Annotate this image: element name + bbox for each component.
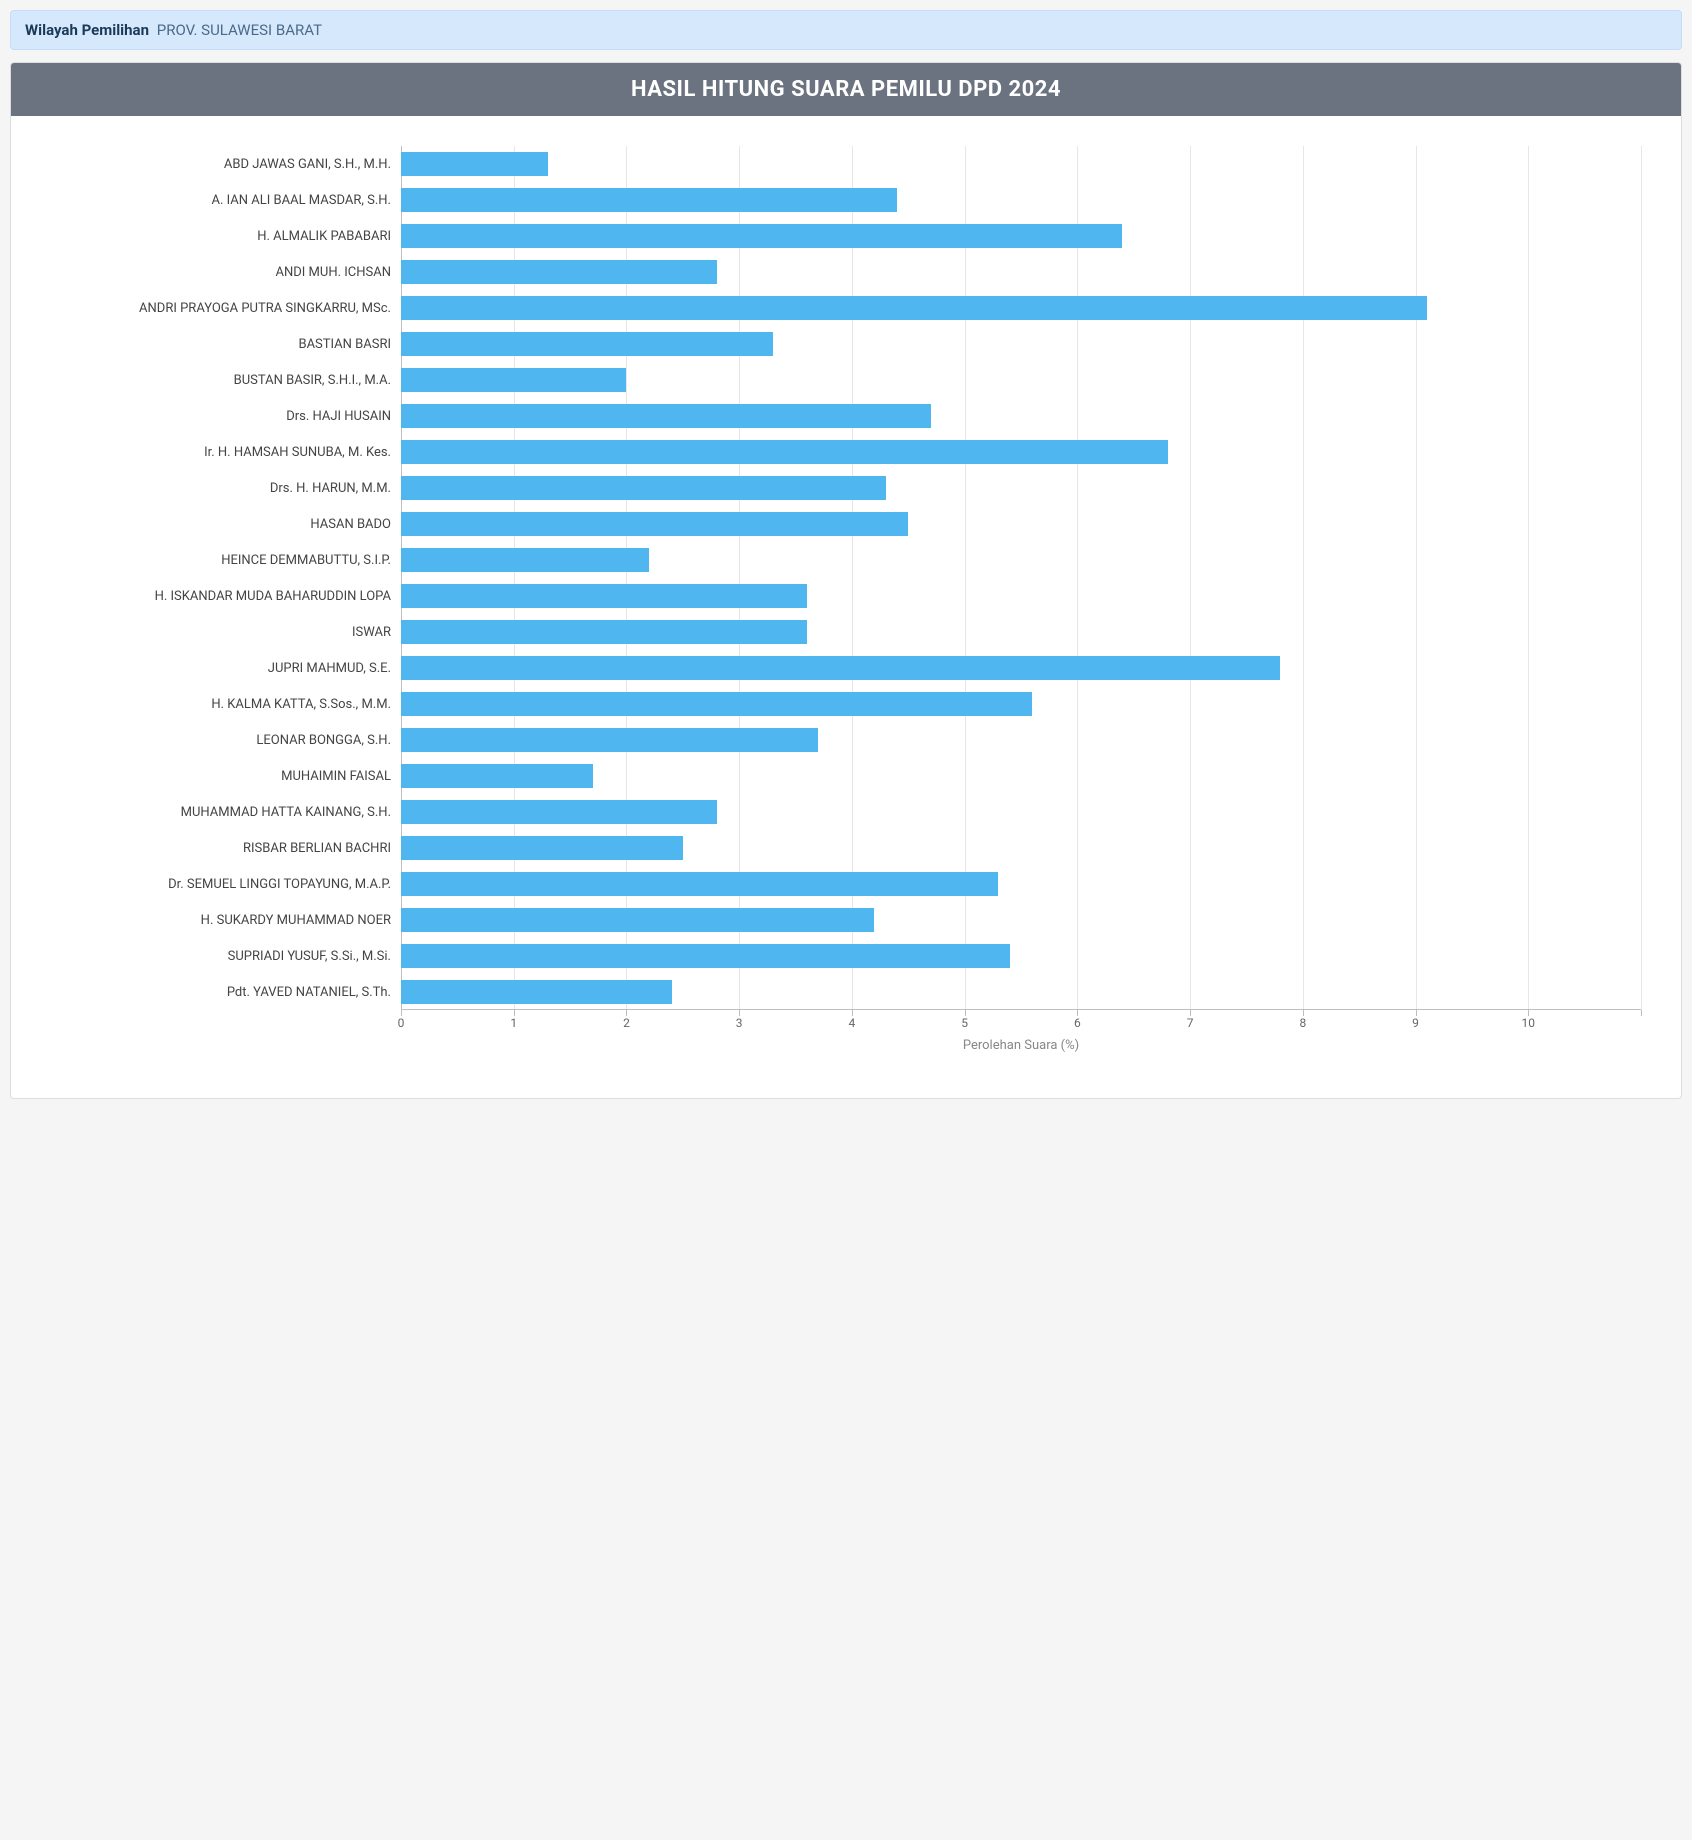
bar xyxy=(401,224,1122,248)
bar xyxy=(401,872,998,896)
region-label: Wilayah Pemilihan xyxy=(25,21,149,39)
bar xyxy=(401,188,897,212)
bar xyxy=(401,476,886,500)
bar xyxy=(401,512,908,536)
bar-row xyxy=(401,470,1641,506)
x-tick-label: 4 xyxy=(849,1016,856,1030)
candidate-label: A. IAN ALI BAAL MASDAR, S.H. xyxy=(31,182,401,218)
bar xyxy=(401,260,717,284)
bar-row xyxy=(401,650,1641,686)
bar xyxy=(401,980,672,1004)
candidate-label: Pdt. YAVED NATANIEL, S.Th. xyxy=(31,974,401,1010)
bar-row xyxy=(401,902,1641,938)
bar-chart: ABD JAWAS GANI, S.H., M.H.A. IAN ALI BAA… xyxy=(31,146,1641,1010)
bar xyxy=(401,296,1427,320)
bar-row xyxy=(401,938,1641,974)
bar-row xyxy=(401,434,1641,470)
candidate-label: H. KALMA KATTA, S.Sos., M.M. xyxy=(31,686,401,722)
bar-row xyxy=(401,614,1641,650)
x-tick-mark xyxy=(1641,1010,1642,1016)
bar-row xyxy=(401,146,1641,182)
bar xyxy=(401,620,807,644)
x-tick-label: 10 xyxy=(1522,1016,1536,1030)
results-panel: HASIL HITUNG SUARA PEMILU DPD 2024 ABD J… xyxy=(10,62,1682,1099)
bar-row xyxy=(401,362,1641,398)
candidate-label: HEINCE DEMMABUTTU, S.I.P. xyxy=(31,542,401,578)
candidate-label: BUSTAN BASIR, S.H.I., M.A. xyxy=(31,362,401,398)
grid-line xyxy=(1641,146,1642,1010)
bar xyxy=(401,836,683,860)
bar xyxy=(401,404,931,428)
x-tick-label: 7 xyxy=(1187,1016,1194,1030)
candidate-label: MUHAMMAD HATTA KAINANG, S.H. xyxy=(31,794,401,830)
bar xyxy=(401,152,548,176)
bar xyxy=(401,584,807,608)
x-tick-label: 9 xyxy=(1412,1016,1419,1030)
bar xyxy=(401,944,1010,968)
candidate-label: H. ALMALIK PABABARI xyxy=(31,218,401,254)
candidate-label: Ir. H. HAMSAH SUNUBA, M. Kes. xyxy=(31,434,401,470)
chart-container: ABD JAWAS GANI, S.H., M.H.A. IAN ALI BAA… xyxy=(11,116,1681,1098)
candidate-label: Drs. HAJI HUSAIN xyxy=(31,398,401,434)
candidate-label: Drs. H. HARUN, M.M. xyxy=(31,470,401,506)
plot-area xyxy=(401,146,1641,1010)
bar xyxy=(401,728,818,752)
candidate-label: SUPRIADI YUSUF, S.Si., M.Si. xyxy=(31,938,401,974)
bar xyxy=(401,656,1280,680)
x-tick-label: 8 xyxy=(1299,1016,1306,1030)
bar-row xyxy=(401,686,1641,722)
bar xyxy=(401,764,593,788)
bar-row xyxy=(401,542,1641,578)
region-bar: Wilayah Pemilihan PROV. SULAWESI BARAT xyxy=(10,10,1682,50)
x-axis: Perolehan Suara (%) 0 1 2 3 4 5 6 7 8 9 10 xyxy=(401,1010,1641,1058)
bar-row xyxy=(401,182,1641,218)
candidate-label: RISBAR BERLIAN BACHRI xyxy=(31,830,401,866)
candidate-label: BASTIAN BASRI xyxy=(31,326,401,362)
bar-row xyxy=(401,290,1641,326)
candidate-label: ANDRI PRAYOGA PUTRA SINGKARRU, MSc. xyxy=(31,290,401,326)
candidate-label: ABD JAWAS GANI, S.H., M.H. xyxy=(31,146,401,182)
bar-row xyxy=(401,254,1641,290)
bar-row xyxy=(401,866,1641,902)
candidate-label: ISWAR xyxy=(31,614,401,650)
bar-row xyxy=(401,506,1641,542)
bar xyxy=(401,800,717,824)
x-tick-label: 0 xyxy=(398,1016,405,1030)
bar xyxy=(401,332,773,356)
candidate-label: JUPRI MAHMUD, S.E. xyxy=(31,650,401,686)
x-axis-title: Perolehan Suara (%) xyxy=(963,1038,1079,1053)
bar xyxy=(401,548,649,572)
x-tick-label: 3 xyxy=(736,1016,743,1030)
bar-row xyxy=(401,578,1641,614)
bar-row xyxy=(401,722,1641,758)
x-tick-label: 5 xyxy=(961,1016,968,1030)
bar-row xyxy=(401,758,1641,794)
x-tick-label: 2 xyxy=(623,1016,630,1030)
bar-row xyxy=(401,398,1641,434)
bar xyxy=(401,368,626,392)
bar xyxy=(401,440,1168,464)
region-value: PROV. SULAWESI BARAT xyxy=(157,21,322,39)
bar-row xyxy=(401,830,1641,866)
candidate-label: HASAN BADO xyxy=(31,506,401,542)
bar xyxy=(401,692,1032,716)
x-tick-label: 6 xyxy=(1074,1016,1081,1030)
x-tick-label: 1 xyxy=(510,1016,517,1030)
candidate-label: Dr. SEMUEL LINGGI TOPAYUNG, M.A.P. xyxy=(31,866,401,902)
candidate-label: H. SUKARDY MUHAMMAD NOER xyxy=(31,902,401,938)
y-axis-labels: ABD JAWAS GANI, S.H., M.H.A. IAN ALI BAA… xyxy=(31,146,401,1010)
candidate-label: H. ISKANDAR MUDA BAHARUDDIN LOPA xyxy=(31,578,401,614)
bar xyxy=(401,908,874,932)
bars-group xyxy=(401,146,1641,1010)
bar-row xyxy=(401,218,1641,254)
candidate-label: MUHAIMIN FAISAL xyxy=(31,758,401,794)
bar-row xyxy=(401,326,1641,362)
panel-title: HASIL HITUNG SUARA PEMILU DPD 2024 xyxy=(11,63,1681,116)
bar-row xyxy=(401,794,1641,830)
candidate-label: LEONAR BONGGA, S.H. xyxy=(31,722,401,758)
candidate-label: ANDI MUH. ICHSAN xyxy=(31,254,401,290)
bar-row xyxy=(401,974,1641,1010)
